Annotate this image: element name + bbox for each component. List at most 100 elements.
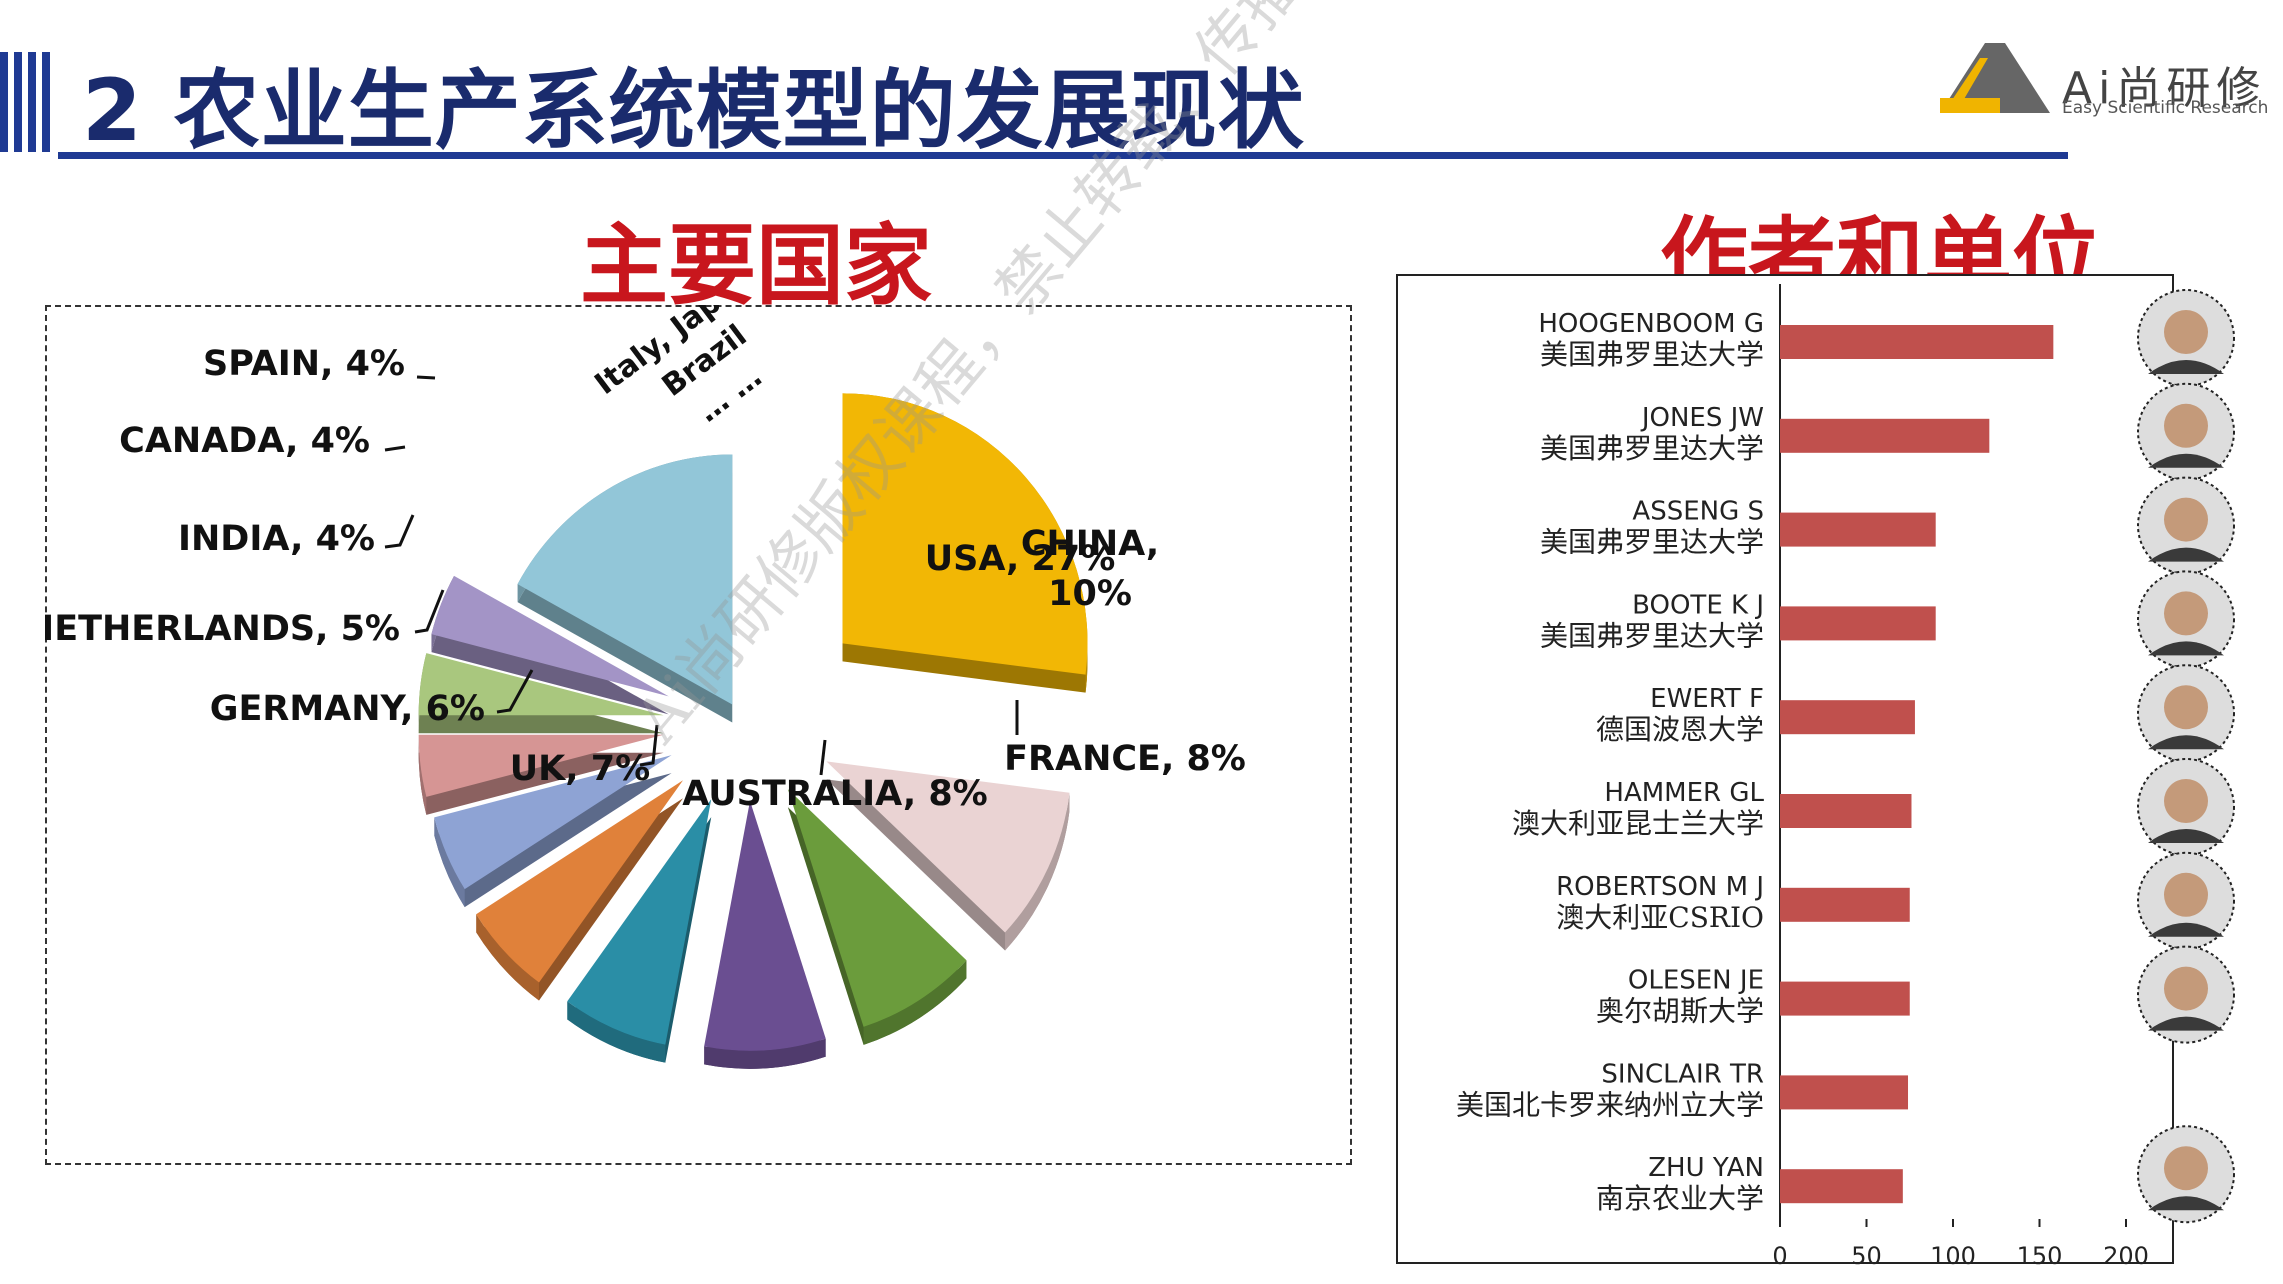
- pie-slice-9: [431, 575, 669, 715]
- title-underline: [58, 152, 2068, 159]
- x-tick-label: 150: [2017, 1242, 2063, 1270]
- avatar-face: [2164, 497, 2208, 542]
- pie-slice-top: [418, 653, 664, 716]
- author-institution: 奥尔胡斯大学: [1596, 995, 1764, 1028]
- bar-7: [1780, 981, 1910, 1016]
- pie-slice-edge: [434, 817, 465, 908]
- author-name: ROBERTSON M J: [1556, 872, 1764, 902]
- avatar-face: [2164, 591, 2208, 636]
- country-pie-chart: USA, 27%CHINA, 10% FRANCE, 8% AUSTRALIA, 8%…: [45, 305, 1246, 1069]
- author-name: BOOTE K J: [1632, 590, 1764, 620]
- others-note: Italy, Japan,Brazil… …: [588, 305, 770, 430]
- author-name: ZHU YAN: [1648, 1153, 1764, 1183]
- avatar-body: [2148, 547, 2224, 562]
- pie-label: UK, 7%: [510, 749, 650, 789]
- author-institution: 美国北卡罗来纳州立大学: [1456, 1088, 1764, 1121]
- pie-label-china-pct: 10%: [1048, 574, 1132, 614]
- x-tick-label: 50: [1851, 1242, 1882, 1270]
- author-institution: 德国波恩大学: [1596, 713, 1764, 746]
- avatar-body: [2148, 453, 2224, 468]
- pie-label: NETHERLANDS, 5%: [45, 609, 400, 649]
- pie-slice-edge: [1005, 792, 1070, 951]
- header-stripes: [0, 52, 50, 152]
- pie-slice-top: [434, 755, 672, 890]
- pie-leader-line: [416, 375, 436, 380]
- pie-slice-top: [476, 780, 684, 983]
- avatar-body: [2148, 829, 2224, 843]
- pie-label: FRANCE, 8%: [1004, 739, 1246, 779]
- author-name: HAMMER GL: [1604, 778, 1764, 808]
- countries-section-title: 主要国家: [580, 214, 933, 317]
- pie-leader-line: [414, 589, 445, 634]
- pie-leader-line: [384, 514, 415, 549]
- bar-1: [1780, 418, 1990, 453]
- pie-slice-top: [787, 789, 967, 1027]
- pie-slice-7: [418, 734, 664, 815]
- pie-slice-edge: [476, 914, 540, 1001]
- author-institution: 美国弗罗里达大学: [1540, 619, 1764, 652]
- bar-3: [1780, 606, 1936, 641]
- author-name: ASSENG S: [1632, 497, 1764, 527]
- pie-slice-edge: [567, 1001, 666, 1063]
- pie-slice-edge: [418, 734, 427, 815]
- author-name: EWERT F: [1650, 684, 1764, 714]
- logo-text: Ai尚研修: [2062, 63, 2267, 114]
- avatar-face: [2164, 685, 2208, 730]
- pie-label: AUSTRALIA, 8%: [682, 774, 988, 814]
- logo-icon: [1940, 43, 2050, 113]
- pie-slice-top: [842, 393, 1088, 675]
- author-institution: 美国弗罗里达大学: [1540, 432, 1764, 465]
- pie-slice-edge: [704, 1038, 826, 1069]
- pie-slice-top: [517, 454, 733, 705]
- avatar-body: [2148, 922, 2224, 937]
- pie-leader-line: [819, 739, 827, 776]
- avatar-face: [2164, 872, 2208, 917]
- pie-slice-top: [418, 734, 664, 797]
- pie-label: GERMANY, 6%: [210, 689, 485, 729]
- pie-slice-top: [826, 761, 1070, 933]
- pie-slice-top: [431, 575, 669, 697]
- author-institution: 南京农业大学: [1596, 1182, 1764, 1215]
- pie-slice-5: [476, 780, 684, 1001]
- bar-4: [1780, 700, 1915, 735]
- bar-0: [1780, 325, 2054, 359]
- pie-slice-top: [567, 799, 712, 1045]
- pie-leader-line: [496, 669, 534, 714]
- x-tick-label: 100: [1930, 1242, 1976, 1270]
- avatar-face: [2164, 1146, 2208, 1191]
- logo-subtitle: Easy Scientific Research: [2062, 98, 2269, 118]
- pie-slice-6: [434, 755, 672, 908]
- avatar-body: [2148, 735, 2224, 750]
- bar-9: [1780, 1169, 1903, 1204]
- bar-5: [1780, 794, 1912, 828]
- avatar-body: [2148, 1196, 2224, 1211]
- x-tick-label: 200: [2103, 1242, 2149, 1270]
- pie-chart-frame: [45, 305, 1352, 1165]
- avatar-face: [2164, 779, 2208, 823]
- pie-label: SPAIN, 4%: [203, 344, 405, 384]
- bar-8: [1780, 1075, 1909, 1110]
- pie-label: INDIA, 4%: [178, 519, 375, 559]
- pie-leader-line: [639, 724, 659, 767]
- avatar-body: [2148, 360, 2224, 374]
- author-name: JONES JW: [1640, 403, 1764, 433]
- pie-slice-1: [826, 761, 1070, 951]
- author-institution: 美国弗罗里达大学: [1540, 338, 1764, 371]
- bar-6: [1780, 887, 1910, 922]
- author-name: SINCLAIR TR: [1601, 1059, 1764, 1089]
- pie-slice-10: [517, 454, 733, 723]
- pie-slice-depth: [434, 773, 672, 908]
- author-name: OLESEN JE: [1628, 966, 1764, 996]
- bar-2: [1780, 512, 1936, 547]
- avatar-face: [2164, 966, 2208, 1011]
- pie-slice-0: [842, 393, 1088, 693]
- avatar-face: [2164, 403, 2208, 448]
- pie-slice-edge: [863, 960, 967, 1045]
- x-tick-label: 0: [1772, 1242, 1787, 1270]
- page-title: 2 农业生产系统模型的发展现状: [82, 61, 1305, 161]
- avatar-body: [2148, 641, 2224, 656]
- pie-leader-line: [384, 445, 406, 452]
- pie-slice-8: [418, 653, 664, 734]
- avatar-body: [2148, 1016, 2224, 1031]
